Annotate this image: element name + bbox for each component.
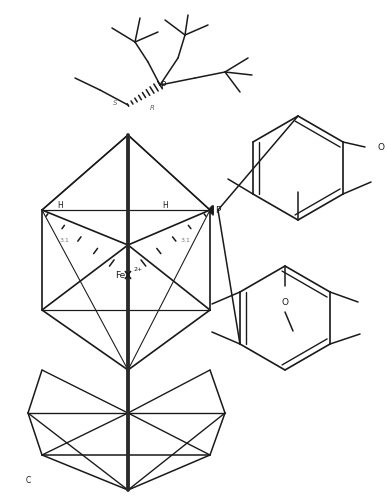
Text: P: P [160,81,166,90]
Text: S: S [113,100,117,106]
Text: H: H [57,201,63,210]
Text: O: O [378,142,385,151]
Text: C: C [25,476,31,485]
Text: P: P [215,206,221,215]
Text: 2+: 2+ [133,266,143,271]
Text: O: O [282,297,289,306]
Text: R: R [149,105,154,111]
Text: H: H [162,201,168,210]
Text: 3.1: 3.1 [180,238,190,243]
Text: Fe: Fe [115,270,125,279]
Text: 3.1: 3.1 [59,238,69,243]
